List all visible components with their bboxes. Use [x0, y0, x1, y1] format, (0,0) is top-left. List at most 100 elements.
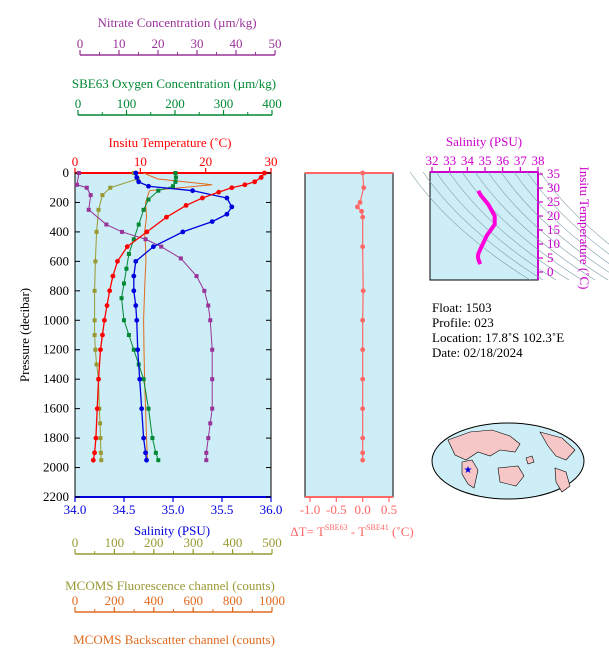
salinity-point — [134, 175, 140, 180]
delta-t-point — [355, 204, 360, 210]
ts-temp-tick-label: 0 — [547, 264, 554, 279]
main-curves — [74, 170, 267, 463]
nitrate-point — [208, 318, 213, 323]
isopycnal-line — [461, 171, 583, 281]
isopycnal-line — [474, 171, 596, 281]
backscatter-tick-label: 400 — [144, 593, 164, 608]
backscatter-tick-label: 600 — [183, 593, 203, 608]
ts_salinity-tick-label: 37 — [514, 153, 528, 168]
oxygen-point — [146, 197, 151, 202]
oxygen-point — [153, 450, 158, 455]
pressure-tick-label: 1000 — [43, 312, 69, 327]
salinity-point — [144, 457, 149, 463]
fluorescence-tick-label: 400 — [223, 535, 243, 550]
salinity-point — [229, 204, 235, 210]
nitrate-point — [208, 421, 213, 426]
salinity-point — [190, 188, 196, 194]
oxygen-point — [141, 377, 146, 382]
temperature-tick-label: 20 — [199, 154, 212, 169]
salinity-point — [146, 183, 151, 189]
delta_t-tick-label: 0.0 — [355, 502, 371, 517]
ts_salinity-tick-label: 33 — [443, 153, 456, 168]
pressure-tick-label: 400 — [50, 224, 70, 239]
temperature-point — [98, 347, 103, 353]
salinity-tick-label: 35.0 — [162, 502, 185, 517]
temperature-point — [144, 229, 150, 235]
delta-t-point — [360, 376, 366, 382]
pressure-tick-label: 1400 — [43, 371, 69, 386]
delta-t-point — [360, 435, 366, 441]
ts_salinity-tick-label: 32 — [426, 153, 439, 168]
ts_salinity-tick-label: 35 — [479, 153, 492, 168]
pressure-tick-label: 800 — [50, 283, 70, 298]
temperature-point — [102, 317, 107, 323]
oxygen-point — [126, 252, 131, 256]
delta-t-point — [360, 317, 366, 323]
fluorescence-tick-label: 200 — [144, 535, 164, 550]
temperature-point — [124, 244, 130, 250]
ts-temperature-title: Insitu Temperature (˚C) — [577, 166, 592, 289]
ts_salinity-tick-label: 34 — [461, 153, 475, 168]
nitrate-point — [88, 193, 93, 198]
salinity-point — [131, 288, 137, 294]
delta-t-point — [360, 347, 366, 353]
backscatter-tick-label: 1000 — [259, 593, 285, 608]
oxygen-point — [141, 207, 146, 212]
nitrate-point — [84, 185, 89, 190]
float-id: Float: 1503 — [432, 300, 492, 315]
salinity-point — [135, 347, 141, 353]
salinity-point — [180, 229, 186, 235]
profile-number: Profile: 023 — [432, 315, 494, 330]
temperature-point — [262, 170, 267, 176]
fluorescence-point — [98, 450, 103, 455]
oxygen-point — [171, 184, 175, 189]
ts-salinity-ticks: 32 33 34 35 36 37 38 — [426, 153, 545, 172]
main-plot-panel — [74, 172, 272, 498]
nitrate-point — [210, 406, 215, 411]
temperature-tick-label: 0 — [72, 154, 79, 169]
delta-t-point — [360, 406, 366, 412]
isopycnal-line — [422, 171, 544, 281]
nitrate-tick-label: 0 — [77, 36, 84, 51]
oxygen-axis: SBE63 Oxygen Concentration (µm/kg) 0 100 2… — [72, 76, 282, 116]
fluorescence-axis-title: MCOMS Fluorescence channel (counts) — [65, 578, 275, 593]
isopycnal-line — [513, 171, 609, 264]
oxygen-tick-label: 100 — [117, 96, 137, 111]
nitrate-point — [206, 436, 211, 441]
ts-temp-tick-label: 20 — [547, 208, 560, 223]
location: Location: 17.8˚S 102.3˚E — [432, 330, 565, 345]
fluorescence-tick-label: 0 — [72, 535, 79, 550]
fluorescence-point — [94, 362, 99, 367]
pressure-tick-label: 2000 — [43, 460, 69, 475]
temperature-point — [252, 179, 258, 185]
float-info: Float: 1503 Profile: 023 Location: 17.8˚… — [432, 300, 602, 360]
pressure-tick-label: 2200 — [43, 489, 69, 504]
fluorescence-tick-label: 300 — [183, 535, 203, 550]
oxygen-point — [119, 296, 124, 301]
nitrate-point — [178, 256, 183, 261]
pressure-axis-title: Pressure (decibar) — [17, 288, 32, 382]
fluorescence-axis: 0 100 200 300 400 500 MCOMS Fluorescence chan… — [65, 535, 282, 593]
nitrate-point — [74, 182, 79, 187]
delta-t-ticks: -1.0 -0.5 0.0 0.5 — [300, 497, 397, 517]
oxygen-point — [173, 171, 178, 175]
oxygen-point — [173, 179, 178, 184]
fluorescence-tick-label: 500 — [262, 535, 282, 550]
pressure-tick-label: 1600 — [43, 401, 69, 416]
ts-temp-tick-label: 10 — [547, 236, 560, 251]
salinity-point — [224, 211, 230, 217]
salinity-tick-label: 35.5 — [211, 502, 234, 517]
isopycnal-line — [487, 171, 609, 281]
nitrate-tick-label: 50 — [269, 36, 282, 51]
temperature-point — [104, 303, 110, 308]
delta-t-point — [359, 208, 365, 214]
temperature-point — [258, 175, 264, 180]
world-map: ★ — [431, 422, 585, 500]
temperature-point — [242, 182, 248, 188]
oxygen-point — [126, 333, 131, 337]
fluorescence-point — [100, 193, 105, 198]
temperature-point — [229, 185, 235, 191]
ts-temp-tick-label: 30 — [547, 180, 560, 195]
